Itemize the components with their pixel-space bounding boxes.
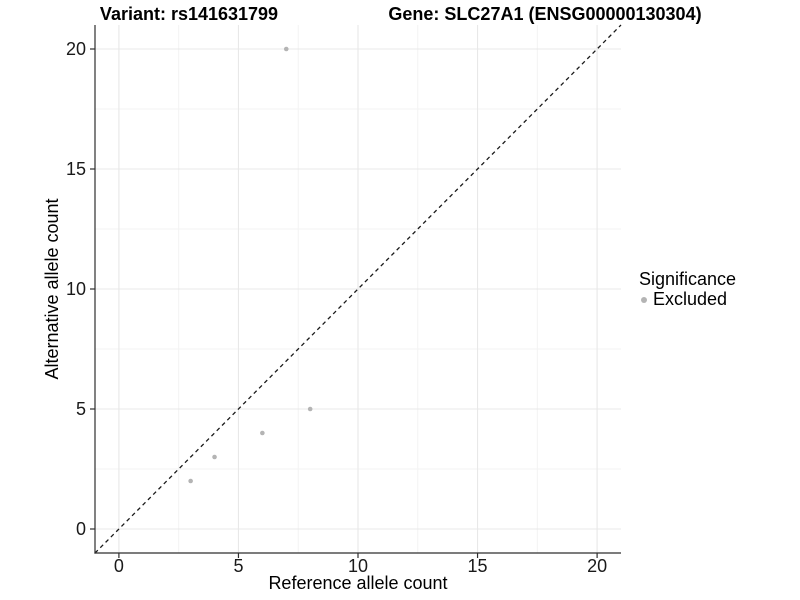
- y-tick-label: 10: [66, 279, 86, 299]
- y-tick-label: 5: [76, 399, 86, 419]
- legend-entry-label: Excluded: [653, 289, 728, 309]
- plot-layers: 0 5 10 15 20 0 5 10 15 20: [66, 24, 622, 576]
- x-tick-label: 15: [468, 556, 488, 576]
- variant-title: Variant: rs141631799: [99, 4, 279, 24]
- x-tick-label: 0: [114, 556, 124, 576]
- legend-entries: Excluded: [639, 290, 736, 309]
- data-point: [212, 454, 217, 460]
- legend-title: Significance: [639, 269, 737, 289]
- y-axis-title: Alternative allele count: [42, 198, 62, 379]
- y-tick-label: 0: [76, 519, 86, 539]
- data-point: [260, 430, 265, 436]
- legend-entry: Excluded: [639, 290, 736, 309]
- x-tick-label: 20: [587, 556, 607, 576]
- x-tick-label: 5: [233, 556, 243, 576]
- x-axis-title: Reference allele count: [268, 573, 447, 593]
- data-point: [283, 46, 289, 52]
- x-tick-label: 10: [348, 556, 368, 576]
- gene-title: Gene: SLC27A1 (ENSG00000130304): [388, 4, 702, 24]
- legend-point-icon: [641, 296, 647, 303]
- y-tick-label: 20: [66, 39, 86, 59]
- y-tick-label: 15: [66, 159, 86, 179]
- legend: Significance Excluded: [639, 269, 736, 309]
- data-point: [307, 406, 313, 412]
- data-point: [188, 478, 193, 484]
